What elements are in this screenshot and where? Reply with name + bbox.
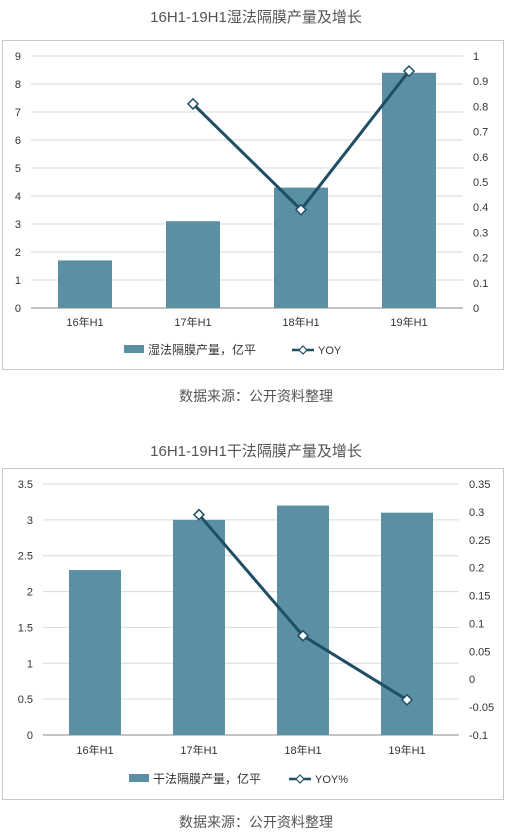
legend-line-label: YOY% xyxy=(315,774,348,786)
y2-tick-label: 0.5 xyxy=(473,177,488,189)
legend-line-marker xyxy=(295,774,305,784)
y-tick-label: 6 xyxy=(15,135,21,147)
line-point xyxy=(400,693,414,706)
y2-tick-label: 0.9 xyxy=(473,76,488,88)
x-tick-label: 18年H1 xyxy=(282,315,319,329)
y2-tick-label: -0.05 xyxy=(469,702,494,714)
bar xyxy=(277,505,329,735)
y2-tick-label: 0.35 xyxy=(469,479,490,491)
line-point xyxy=(186,97,200,110)
y2-tick-label: 0 xyxy=(473,303,479,315)
legend-line-label: YOY xyxy=(318,345,342,357)
y2-tick-label: 0.4 xyxy=(473,202,488,214)
bar xyxy=(69,570,121,735)
x-tick-label: 17年H1 xyxy=(180,743,217,757)
y2-tick-label: 0.2 xyxy=(469,563,484,575)
x-tick-label: 19年H1 xyxy=(388,743,425,757)
chart1-svg: 0 1 2 3 4 5 6 7 8 9 0 0.1 0.2 0.3 0.4 0.5 0.6 0.7 0.8 0.9 1 1… xyxy=(15,51,488,357)
bar xyxy=(173,519,225,735)
y-tick-label: 3 xyxy=(15,219,21,231)
chart2-frame: 0 0.5 1 1.5 2 2.5 3 3.5 -0.1 -0.05 0 0.05 0.1 0.15 0.2… xyxy=(2,468,504,800)
x-tick-label: 16年H1 xyxy=(76,743,113,757)
y2-tick-label: 0.6 xyxy=(473,152,488,164)
y2-tick-label: 0.1 xyxy=(469,618,484,630)
y2-tick-label: 0.15 xyxy=(469,591,490,603)
legend-bar-swatch xyxy=(124,345,144,353)
x-tick-label: 19年H1 xyxy=(390,315,427,329)
x-tick-label: 18年H1 xyxy=(284,743,321,757)
chart1-frame: 0 1 2 3 4 5 6 7 8 9 0 0.1 0.2 0.3 0.4 0.5 0.6 0.7 0.8 0.9 1 1… xyxy=(2,40,504,370)
y-tick-label: 1.5 xyxy=(18,622,33,634)
bar xyxy=(166,221,220,308)
y2-tick-label: 0.8 xyxy=(473,101,488,113)
legend-bar-swatch xyxy=(129,774,149,782)
y-tick-label: 2 xyxy=(15,247,21,259)
y2-tick-label: 0.3 xyxy=(469,507,484,519)
legend-bar-label: 湿法隔膜产量，亿平 xyxy=(148,342,256,357)
y-tick-label: 1 xyxy=(27,658,33,670)
y-tick-label: 3.5 xyxy=(18,479,33,491)
chart1-title: 16H1-19H1湿法隔膜产量及增长 xyxy=(150,9,362,26)
chart2-title: 16H1-19H1干法隔膜产量及增长 xyxy=(150,443,362,460)
y-tick-label: 5 xyxy=(15,163,21,175)
legend-line-marker xyxy=(298,345,308,355)
y-tick-label: 0.5 xyxy=(18,694,33,706)
y2-tick-label: 0.3 xyxy=(473,227,488,239)
y-tick-label: 3 xyxy=(27,515,33,527)
chart1-source: 数据来源：公开资料整理 xyxy=(179,388,333,404)
line-point xyxy=(402,65,416,78)
y2-tick-label: 0 xyxy=(469,674,475,686)
y2-tick-label: 0.7 xyxy=(473,127,488,139)
y2-tick-label: 1 xyxy=(473,51,479,63)
line-point xyxy=(192,508,206,521)
y-tick-label: 8 xyxy=(15,79,21,91)
line-point xyxy=(294,203,308,216)
y2-tick-label: 0.2 xyxy=(473,253,488,265)
y-tick-label: 7 xyxy=(15,107,21,119)
x-tick-label: 16年H1 xyxy=(66,315,103,329)
y2-tick-label: 0.25 xyxy=(469,535,490,547)
bar xyxy=(382,72,436,308)
chart2-svg: 0 0.5 1 1.5 2 2.5 3 3.5 -0.1 -0.05 0 0.05 0.1 0.15 0.2… xyxy=(18,479,494,786)
y-tick-label: 1 xyxy=(15,275,21,287)
y-tick-label: 2.5 xyxy=(18,551,33,563)
legend-bar-label: 干法隔膜产量，亿平 xyxy=(153,771,261,786)
y-tick-label: 9 xyxy=(15,51,21,63)
y2-tick-label: -0.1 xyxy=(469,730,488,742)
y-tick-label: 0 xyxy=(27,730,33,742)
x-tick-label: 17年H1 xyxy=(174,315,211,329)
y-tick-label: 0 xyxy=(15,303,21,315)
y2-tick-label: 0.05 xyxy=(469,646,490,658)
chart2-source: 数据来源：公开资料整理 xyxy=(179,814,333,830)
y2-tick-label: 0.1 xyxy=(473,278,488,290)
y-tick-label: 4 xyxy=(15,191,21,203)
bar xyxy=(58,260,112,308)
y-tick-label: 2 xyxy=(27,587,33,599)
line-point xyxy=(296,629,310,642)
